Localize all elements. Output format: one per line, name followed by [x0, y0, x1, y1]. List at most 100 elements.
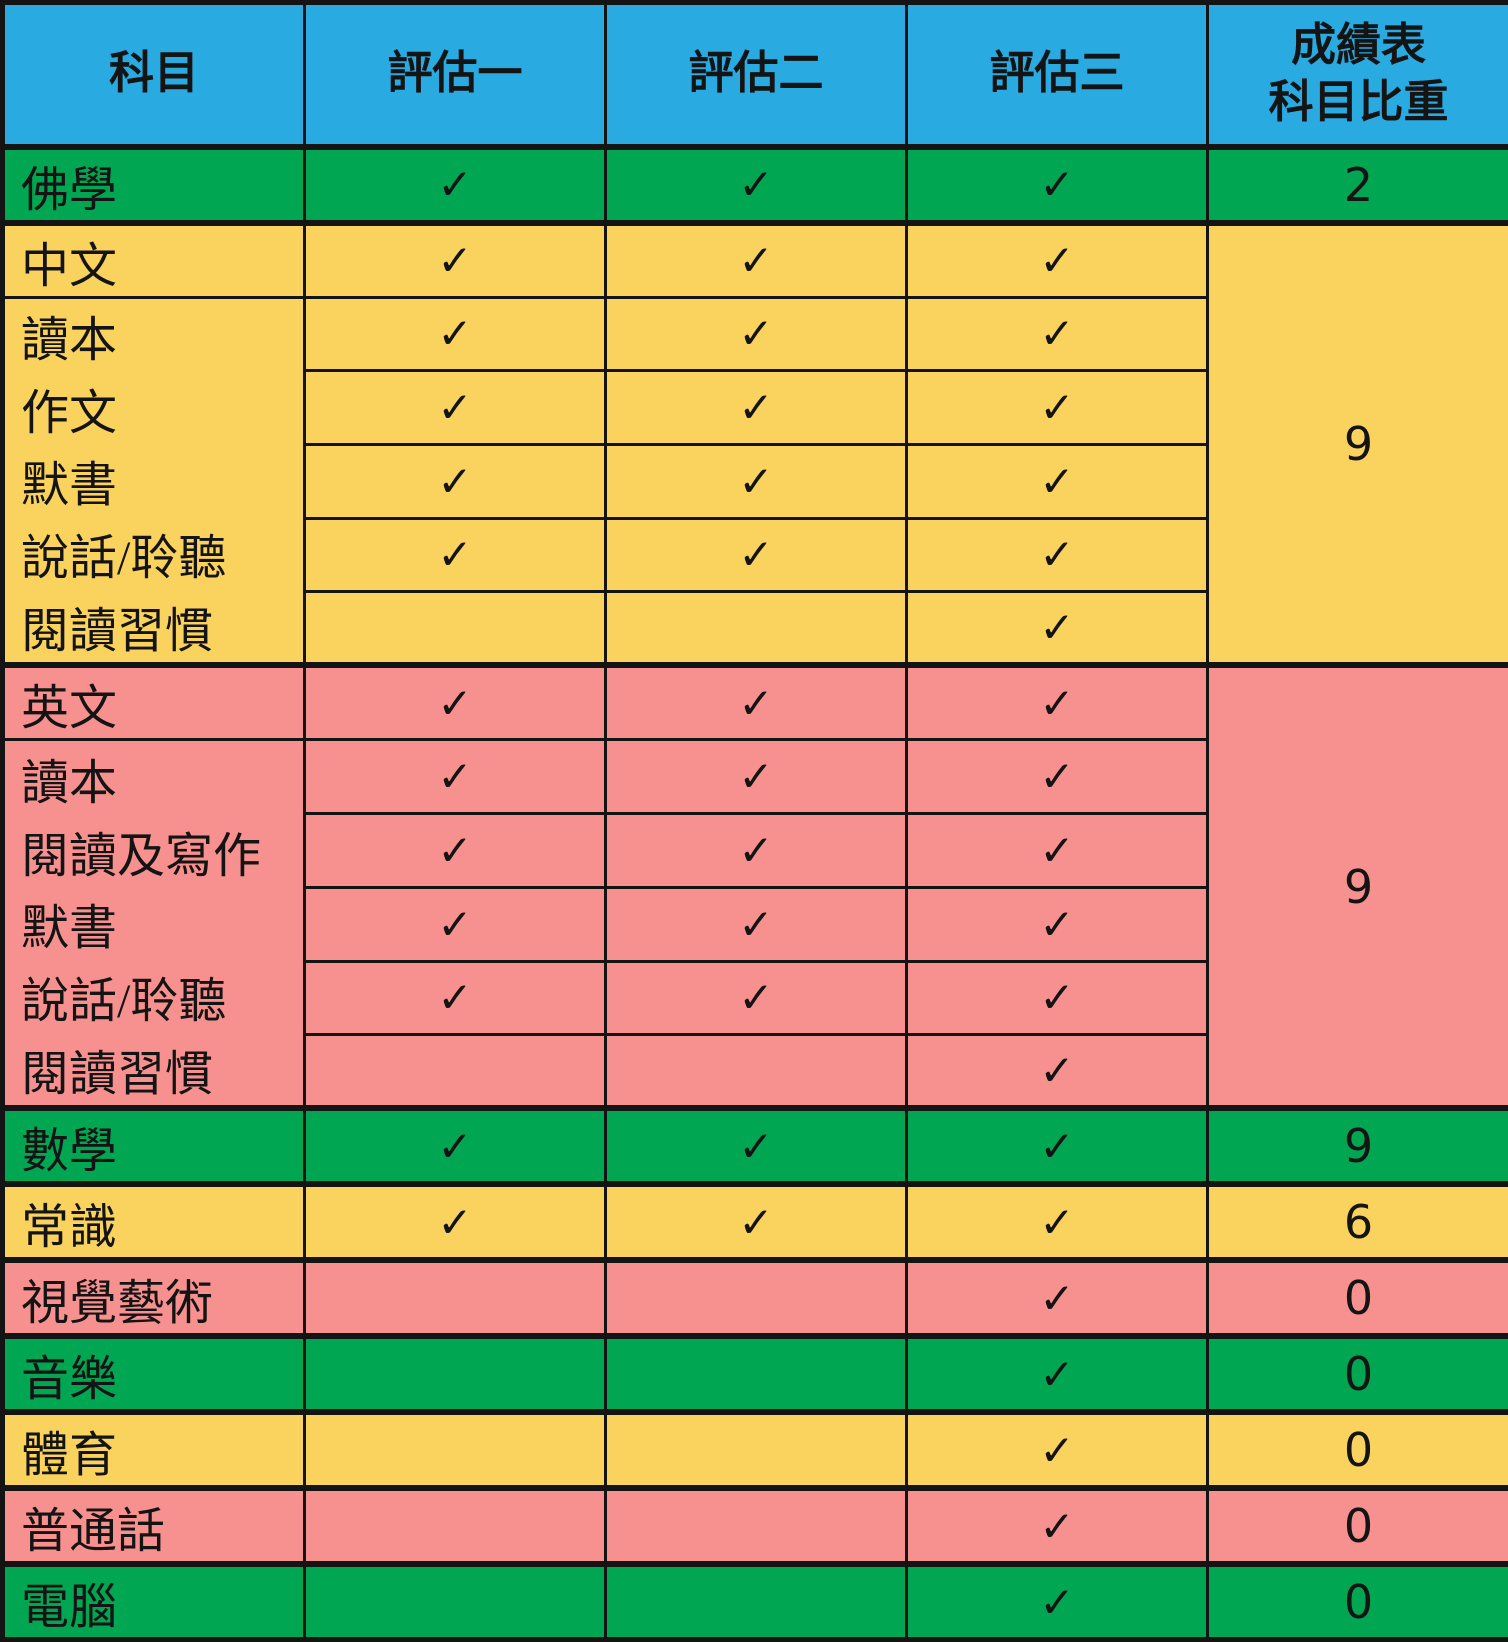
- assessment2-cell: ✓: [606, 371, 907, 445]
- table-row: 常識 ✓ ✓ ✓ 6: [3, 1184, 1508, 1260]
- header-weight: 成績表 科目比重: [1208, 3, 1508, 147]
- assessment2-cell: ✓: [606, 1108, 907, 1184]
- assessment3-cell: ✓: [907, 223, 1208, 298]
- subject-line: 默書: [21, 444, 303, 517]
- assessment1-cell: ✓: [305, 371, 606, 445]
- subject-line: 說話/聆聽: [21, 960, 303, 1033]
- assessment1-cell: ✓: [305, 518, 606, 592]
- subject-line: 閱讀習慣: [21, 590, 303, 663]
- assessment2-cell: ✓: [606, 665, 907, 740]
- subject-line: 讀本: [21, 741, 303, 814]
- assessment1-cell: ✓: [305, 814, 606, 888]
- weight-cell: 0: [1208, 1336, 1508, 1412]
- assessment1-cell: ✓: [305, 147, 606, 223]
- assessment1-cell: [305, 1488, 606, 1564]
- assessment3-cell: ✓: [907, 814, 1208, 888]
- assessment3-cell: ✓: [907, 518, 1208, 592]
- table-row: 中文 ✓ ✓ ✓ 9: [3, 223, 1508, 298]
- subject-cell: 數學: [3, 1108, 305, 1184]
- subject-cell: 音樂: [3, 1336, 305, 1412]
- table-row: 音樂 ✓ 0: [3, 1336, 1508, 1412]
- assessment2-cell: [606, 1336, 907, 1412]
- weight-cell: 0: [1208, 1412, 1508, 1488]
- assessment1-cell: ✓: [305, 1184, 606, 1260]
- table-row: 普通話 ✓ 0: [3, 1488, 1508, 1564]
- assessment2-cell: ✓: [606, 1184, 907, 1260]
- assessment3-cell: ✓: [907, 1035, 1208, 1109]
- assessment2-cell: [606, 1564, 907, 1640]
- assessment1-cell: ✓: [305, 297, 606, 371]
- assessment1-cell: ✓: [305, 444, 606, 518]
- weight-cell: 0: [1208, 1260, 1508, 1336]
- assessment2-cell: ✓: [606, 961, 907, 1035]
- subject-group-cell: 讀本 作文 默書 說話/聆聽 閱讀習慣: [3, 297, 305, 665]
- weight-cell: 9: [1208, 665, 1508, 1108]
- weight-cell: 6: [1208, 1184, 1508, 1260]
- assessment3-cell: ✓: [907, 665, 1208, 740]
- weight-cell: 0: [1208, 1564, 1508, 1640]
- subject-cell: 普通話: [3, 1488, 305, 1564]
- weight-cell: 2: [1208, 147, 1508, 223]
- assessment2-cell: ✓: [606, 223, 907, 298]
- subject-cell: 英文: [3, 665, 305, 740]
- assessment2-cell: ✓: [606, 740, 907, 814]
- table-row: 電腦 ✓ 0: [3, 1564, 1508, 1640]
- assessment3-cell: ✓: [907, 1564, 1208, 1640]
- assessment3-cell: ✓: [907, 1260, 1208, 1336]
- subject-cell: 佛學: [3, 147, 305, 223]
- assessment1-cell: ✓: [305, 223, 606, 298]
- assessment2-cell: [606, 1260, 907, 1336]
- assessment3-cell: ✓: [907, 740, 1208, 814]
- subject-cell: 電腦: [3, 1564, 305, 1640]
- weight-cell: 9: [1208, 223, 1508, 666]
- table-row: 體育 ✓ 0: [3, 1412, 1508, 1488]
- subject-line: 說話/聆聽: [21, 517, 303, 590]
- header-weight-line1: 成績表: [1209, 17, 1508, 75]
- subject-line: 默書: [21, 887, 303, 960]
- assessment3-cell: ✓: [907, 1184, 1208, 1260]
- assessment2-cell: ✓: [606, 147, 907, 223]
- header-subject: 科目: [3, 3, 305, 147]
- subject-line: 作文: [21, 371, 303, 444]
- assessment3-cell: ✓: [907, 147, 1208, 223]
- assessment3-cell: ✓: [907, 297, 1208, 371]
- assessment3-cell: ✓: [907, 1336, 1208, 1412]
- header-weight-line2: 科目比重: [1209, 74, 1508, 132]
- header-row: 科目 評估一 評估二 評估三 成績表 科目比重: [3, 3, 1508, 147]
- subject-line: 閱讀及寫作: [21, 814, 303, 887]
- table-row: 英文 ✓ ✓ ✓ 9: [3, 665, 1508, 740]
- header-assessment1: 評估一: [305, 3, 606, 147]
- assessment3-cell: ✓: [907, 961, 1208, 1035]
- table-row: 數學 ✓ ✓ ✓ 9: [3, 1108, 1508, 1184]
- assessment3-cell: ✓: [907, 444, 1208, 518]
- assessment3-cell: ✓: [907, 887, 1208, 961]
- assessment3-cell: ✓: [907, 592, 1208, 666]
- assessment1-cell: ✓: [305, 961, 606, 1035]
- assessment1-cell: [305, 1035, 606, 1109]
- assessment3-cell: ✓: [907, 1488, 1208, 1564]
- assessment2-cell: ✓: [606, 444, 907, 518]
- assessment1-cell: [305, 1336, 606, 1412]
- assessment2-cell: [606, 592, 907, 666]
- header-assessment2: 評估二: [606, 3, 907, 147]
- assessment1-cell: [305, 1564, 606, 1640]
- assessment2-cell: ✓: [606, 297, 907, 371]
- assessment1-cell: [305, 1260, 606, 1336]
- assessment1-cell: [305, 592, 606, 666]
- subject-cell: 中文: [3, 223, 305, 298]
- assessment2-cell: ✓: [606, 814, 907, 888]
- subject-cell: 體育: [3, 1412, 305, 1488]
- assessment3-cell: ✓: [907, 371, 1208, 445]
- header-assessment3: 評估三: [907, 3, 1208, 147]
- subject-cell: 常識: [3, 1184, 305, 1260]
- assessment2-cell: [606, 1035, 907, 1109]
- assessment1-cell: ✓: [305, 665, 606, 740]
- assessment3-cell: ✓: [907, 1412, 1208, 1488]
- subject-cell: 視覺藝術: [3, 1260, 305, 1336]
- subject-group-cell: 讀本 閱讀及寫作 默書 說話/聆聽 閱讀習慣: [3, 740, 305, 1108]
- table-row: 佛學 ✓ ✓ ✓ 2: [3, 147, 1508, 223]
- assessment1-cell: ✓: [305, 1108, 606, 1184]
- subject-line: 閱讀習慣: [21, 1033, 303, 1106]
- assessment2-cell: ✓: [606, 887, 907, 961]
